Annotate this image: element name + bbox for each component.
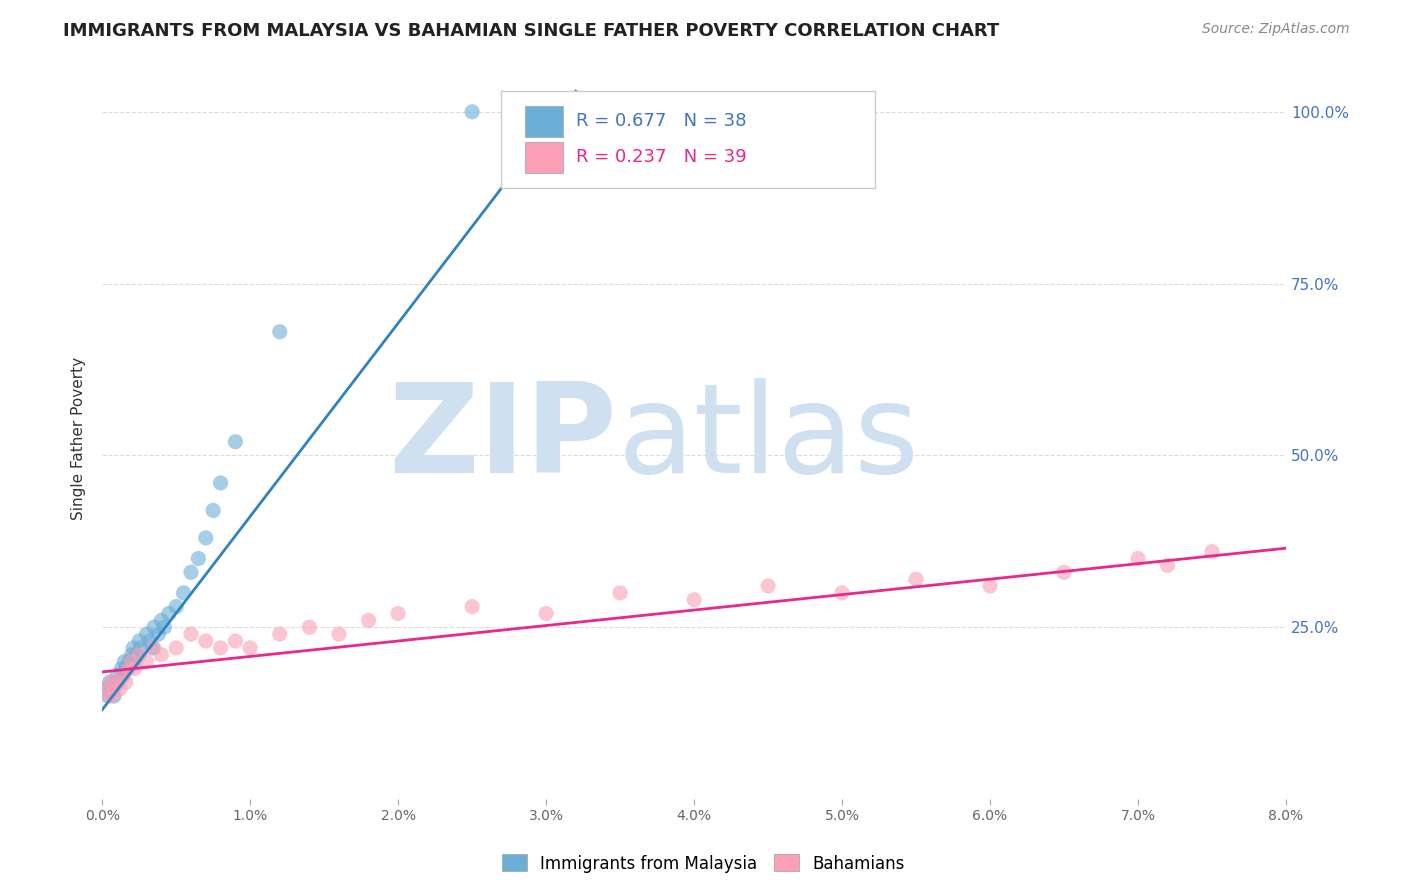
Point xyxy=(97,689,120,703)
Point xyxy=(357,613,380,627)
Point xyxy=(98,675,121,690)
Point xyxy=(111,668,134,682)
Point xyxy=(124,661,146,675)
Point xyxy=(239,640,262,655)
Point xyxy=(150,648,173,662)
Point xyxy=(194,531,217,545)
FancyBboxPatch shape xyxy=(501,91,875,188)
Point xyxy=(224,434,246,449)
Point xyxy=(135,627,157,641)
Point xyxy=(202,503,225,517)
Point xyxy=(105,668,128,682)
Point xyxy=(150,613,173,627)
Y-axis label: Single Father Poverty: Single Father Poverty xyxy=(72,357,86,520)
Text: R = 0.677   N = 38: R = 0.677 N = 38 xyxy=(575,112,747,129)
Point xyxy=(979,579,1001,593)
Point xyxy=(135,655,157,669)
Point xyxy=(153,620,176,634)
Point xyxy=(94,682,117,697)
Point xyxy=(905,572,928,586)
Point xyxy=(115,661,138,675)
Point xyxy=(101,682,124,697)
Point xyxy=(129,640,152,655)
Point xyxy=(143,640,166,655)
Point xyxy=(124,655,146,669)
Point xyxy=(103,682,125,697)
Point xyxy=(143,620,166,634)
Point xyxy=(110,661,132,675)
Point xyxy=(180,566,202,580)
Point xyxy=(105,675,128,690)
FancyBboxPatch shape xyxy=(524,143,562,173)
Point xyxy=(387,607,409,621)
Point xyxy=(157,607,180,621)
Point xyxy=(112,655,135,669)
Point xyxy=(269,325,291,339)
Point xyxy=(209,475,232,490)
Point xyxy=(103,689,125,703)
Point xyxy=(122,640,145,655)
Point xyxy=(609,586,631,600)
Point xyxy=(831,586,853,600)
Text: R = 0.237   N = 39: R = 0.237 N = 39 xyxy=(575,148,747,166)
Point xyxy=(328,627,350,641)
Point xyxy=(756,579,779,593)
Text: atlas: atlas xyxy=(617,377,920,499)
Point xyxy=(165,599,187,614)
Point xyxy=(115,675,138,690)
Point xyxy=(118,655,141,669)
Point xyxy=(1156,558,1178,573)
Point xyxy=(128,648,150,662)
Point xyxy=(97,689,120,703)
Point xyxy=(269,627,291,641)
Point xyxy=(298,620,321,634)
Point xyxy=(224,634,246,648)
Point xyxy=(100,675,122,690)
Point xyxy=(125,648,148,662)
Point xyxy=(107,675,129,690)
Point xyxy=(128,634,150,648)
FancyBboxPatch shape xyxy=(524,106,562,136)
Point xyxy=(534,607,557,621)
Point xyxy=(1126,551,1149,566)
Point xyxy=(100,682,122,697)
Point xyxy=(138,634,160,648)
Point xyxy=(118,661,141,675)
Point xyxy=(165,640,187,655)
Point xyxy=(683,592,706,607)
Point xyxy=(101,689,124,703)
Point xyxy=(180,627,202,641)
Point xyxy=(461,599,484,614)
Point xyxy=(96,682,118,697)
Point xyxy=(1201,544,1223,558)
Point xyxy=(104,675,127,690)
Point xyxy=(209,640,232,655)
Point xyxy=(141,640,163,655)
Text: IMMIGRANTS FROM MALAYSIA VS BAHAMIAN SINGLE FATHER POVERTY CORRELATION CHART: IMMIGRANTS FROM MALAYSIA VS BAHAMIAN SIN… xyxy=(63,22,1000,40)
Point xyxy=(111,668,134,682)
Point xyxy=(173,586,195,600)
Point xyxy=(121,655,143,669)
Point xyxy=(1053,566,1076,580)
Point xyxy=(461,104,484,119)
Point xyxy=(194,634,217,648)
Point xyxy=(187,551,209,566)
Text: ZIP: ZIP xyxy=(388,377,617,499)
Point xyxy=(148,627,170,641)
Point xyxy=(121,648,143,662)
Text: Source: ZipAtlas.com: Source: ZipAtlas.com xyxy=(1202,22,1350,37)
Point xyxy=(108,682,131,697)
Legend: Immigrants from Malaysia, Bahamians: Immigrants from Malaysia, Bahamians xyxy=(495,847,911,880)
